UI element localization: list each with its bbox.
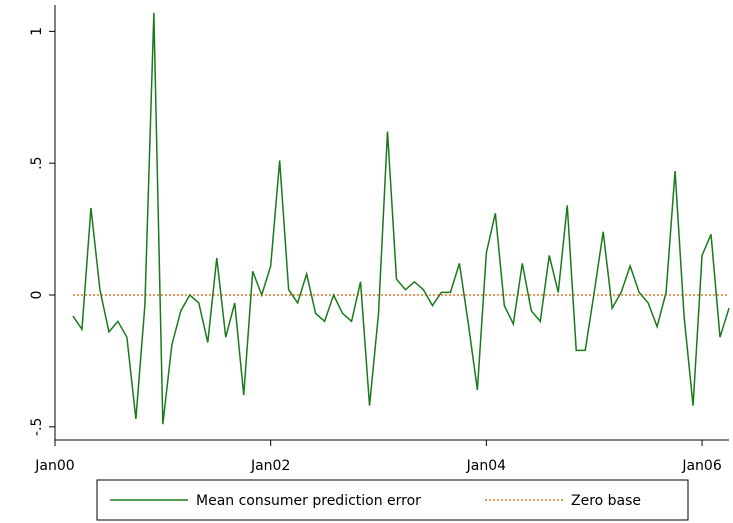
series-line [72,12,730,425]
y-tick-label: .5 [29,157,45,170]
y-tick-label: 1 [29,27,45,36]
x-tick-label: Jan02 [250,458,290,474]
y-tick-label: 0 [29,291,45,300]
y-tick-label: -.5 [29,418,45,436]
x-tick-label: Jan06 [681,458,721,474]
x-tick-label: Jan04 [466,458,506,474]
legend-label: Mean consumer prediction error [196,493,421,509]
legend-label: Zero base [571,493,641,509]
legend-box [96,479,689,521]
x-tick-label: Jan00 [34,458,74,474]
legend: Mean consumer prediction error Zero base [96,479,689,521]
